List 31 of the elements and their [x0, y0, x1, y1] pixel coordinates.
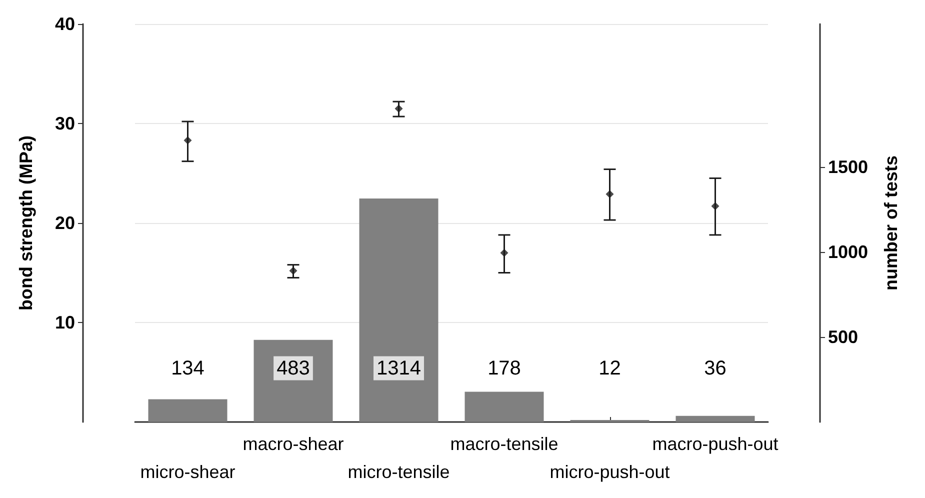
bar [676, 416, 755, 422]
data-label: 178 [488, 357, 521, 380]
x-tick-label: macro-shear [242, 434, 344, 454]
data-label: 134 [171, 357, 204, 380]
y2-tick-label: 1500 [828, 156, 868, 177]
y2-tick-label: 1000 [828, 242, 868, 262]
x-tick-label: micro-tensile [348, 462, 450, 482]
point [606, 190, 614, 198]
point [184, 136, 192, 144]
y-tick-label: 40 [54, 14, 75, 34]
data-label: 12 [598, 357, 621, 380]
y-tick-label: 30 [54, 114, 75, 134]
x-tick-label: macro-tensile [450, 434, 558, 454]
x-tick-label: micro-shear [140, 462, 236, 482]
bar [464, 392, 544, 422]
x-tick-label: micro-push-out [550, 462, 670, 482]
data-label: 1314 [376, 357, 421, 380]
y-tick-label: 10 [54, 312, 75, 332]
x-tick-label: macro-push-out [652, 434, 778, 454]
y-tick-label: 20 [54, 213, 75, 233]
y2-axis-title: number of tests [881, 155, 901, 291]
point [289, 266, 298, 275]
point [394, 104, 403, 113]
bar [359, 198, 438, 422]
bar [148, 399, 228, 422]
data-label: 36 [704, 357, 726, 380]
point [711, 202, 720, 210]
data-label: 483 [276, 357, 310, 380]
point [500, 248, 508, 257]
y2-tick-label: 500 [828, 326, 858, 347]
y-axis-title: bond strength (MPa) [16, 136, 36, 310]
